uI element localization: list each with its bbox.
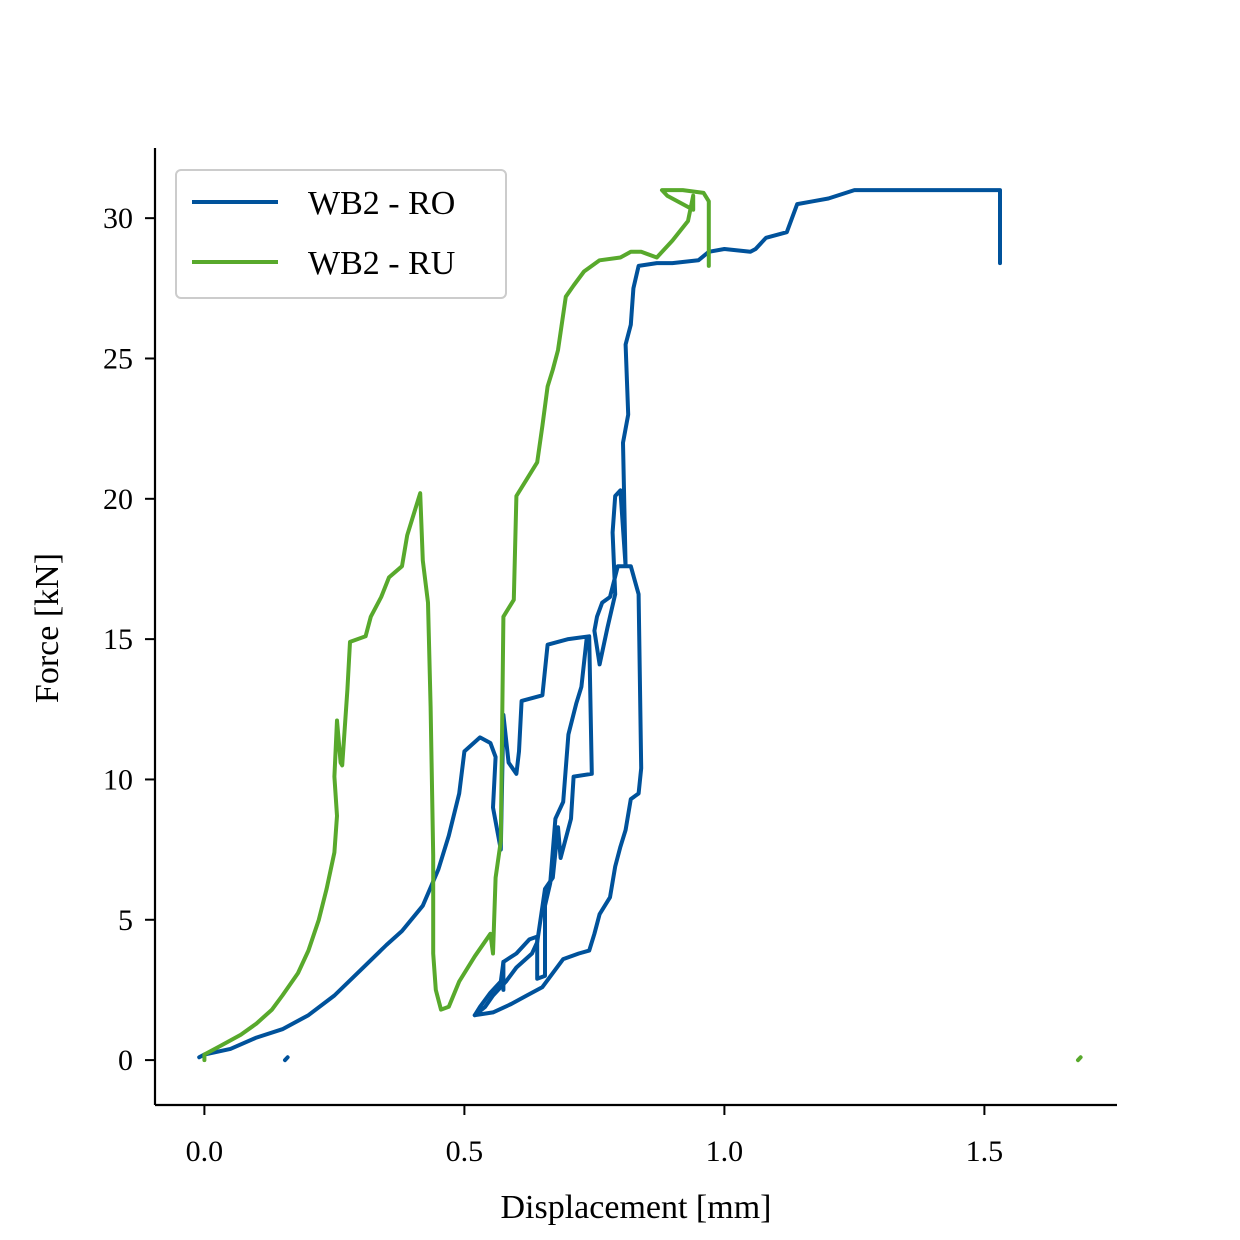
series-ru xyxy=(202,188,1083,1063)
legend-label-ru: WB2 - RU xyxy=(308,245,455,282)
y-tick-label: 0 xyxy=(118,1044,133,1077)
series-line-segment xyxy=(202,188,711,1063)
series-line-segment xyxy=(283,1055,290,1063)
y-tick-label: 25 xyxy=(103,342,133,375)
legend-label-ro: WB2 - RO xyxy=(308,185,455,222)
series-ro xyxy=(197,188,1002,1063)
x-tick-label: 0.0 xyxy=(186,1135,224,1168)
series-layer xyxy=(197,188,1083,1063)
y-ticks: 0 5 10 15 20 25 30 xyxy=(103,202,155,1077)
series-line-segment xyxy=(197,188,1002,1060)
y-tick-label: 30 xyxy=(103,202,133,235)
axes xyxy=(153,148,1117,1107)
x-tick-label: 1.5 xyxy=(966,1135,1004,1168)
y-tick-label: 5 xyxy=(118,904,133,937)
x-axis-label: Displacement [mm] xyxy=(501,1189,772,1226)
legend: WB2 - RO WB2 - RU xyxy=(175,169,507,299)
x-ticks: 0.0 0.5 1.0 1.5 xyxy=(186,1105,1004,1168)
y-tick-label: 15 xyxy=(103,623,133,656)
x-tick-label: 0.5 xyxy=(446,1135,484,1168)
y-axis-label: Force [kN] xyxy=(29,553,66,703)
series-line-segment xyxy=(1076,1055,1083,1063)
x-tick-label: 1.0 xyxy=(706,1135,744,1168)
series-line-segment xyxy=(472,637,589,1018)
y-tick-label: 10 xyxy=(103,763,133,796)
y-tick-label: 20 xyxy=(103,483,133,516)
